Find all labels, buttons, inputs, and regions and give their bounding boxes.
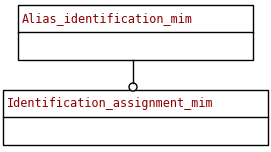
Text: Identification_assignment_mim: Identification_assignment_mim <box>7 97 214 110</box>
Text: Alias_identification_mim: Alias_identification_mim <box>22 12 193 25</box>
Circle shape <box>129 83 137 91</box>
Bar <box>18 5 253 60</box>
Bar <box>3 90 268 145</box>
